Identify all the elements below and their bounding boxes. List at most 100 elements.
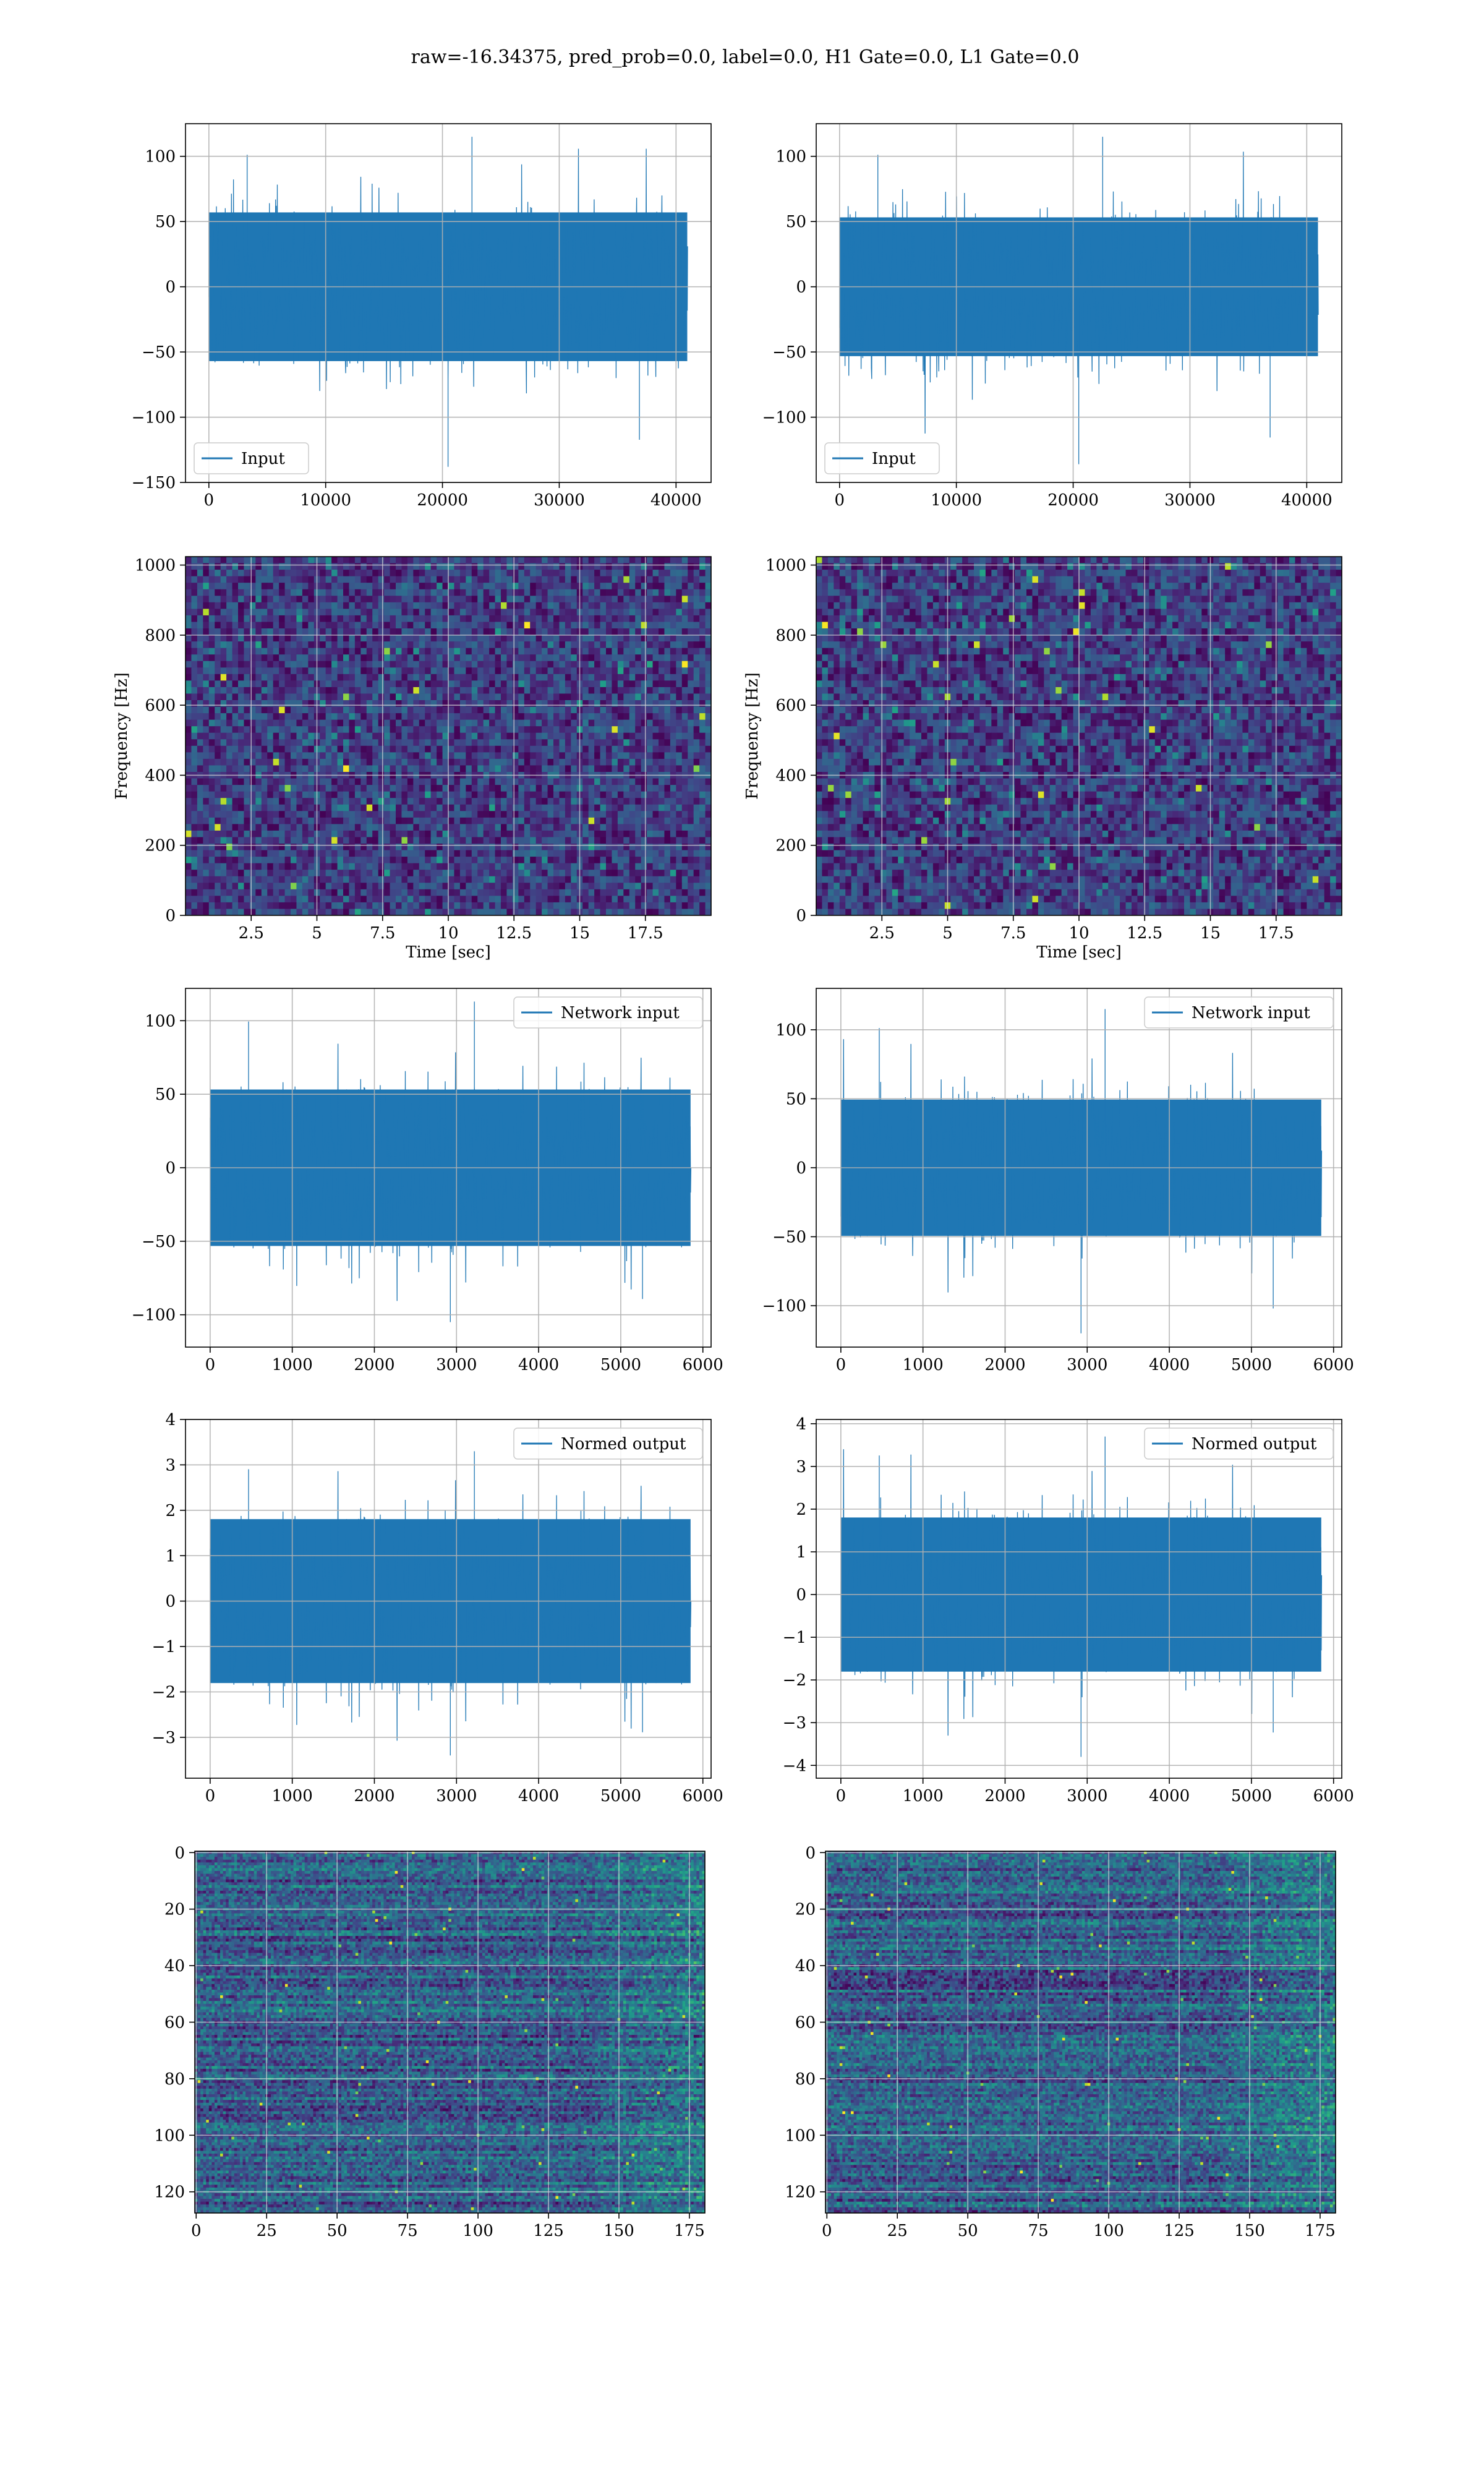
legend: Normed output xyxy=(513,1427,703,1460)
x-tick-label: 30000 xyxy=(534,491,585,510)
x-tick-label: 0 xyxy=(836,1356,846,1374)
y-tick-label: −3 xyxy=(152,1729,176,1747)
x-tick-label: 1000 xyxy=(272,1356,313,1374)
heatmap-cells xyxy=(816,557,1342,915)
y-tick-label: −4 xyxy=(783,1757,806,1775)
y-tick-label: 60 xyxy=(795,2014,816,2032)
y-tick-label: 4 xyxy=(165,1411,176,1429)
x-tick-label: 2000 xyxy=(354,1356,394,1374)
y-tick-label: 0 xyxy=(796,278,806,297)
plot-area xyxy=(195,1851,705,2213)
legend-box xyxy=(824,442,940,474)
legend-box xyxy=(513,1427,703,1460)
x-tick-label: 3000 xyxy=(436,1787,477,1805)
plot-area xyxy=(210,1451,692,1756)
x-tick-label: 7.5 xyxy=(1000,924,1026,943)
x-tick-label: 10 xyxy=(1068,924,1089,943)
axes-frame xyxy=(185,123,712,483)
x-tick-label: 15 xyxy=(1200,924,1221,943)
x-tick-label: 5000 xyxy=(1231,1356,1272,1374)
x-tick-label: 0 xyxy=(205,1787,216,1805)
plot-area xyxy=(816,557,1342,915)
chart-r2c2: 2.5 5 7.5 10 12.5 15 17.5 0 200 400 600 800 1000 Time… xyxy=(743,556,1342,962)
x-tick-label: 0 xyxy=(822,2222,832,2240)
x-tick-label: 5000 xyxy=(600,1356,641,1374)
x-tick-label: 10 xyxy=(438,924,458,943)
y-tick-label: 1000 xyxy=(135,557,176,575)
y-tick-label: 400 xyxy=(775,766,806,785)
x-tick-label: 40000 xyxy=(650,491,702,510)
x-tick-label: 50 xyxy=(958,2222,978,2240)
y-tick-label: −2 xyxy=(783,1671,806,1690)
x-tick-label: 2000 xyxy=(984,1787,1025,1805)
x-tick-label: 2.5 xyxy=(869,924,895,943)
y-tick-label: 200 xyxy=(145,837,176,855)
x-tick-label: 7.5 xyxy=(370,924,395,943)
y-tick-label: 100 xyxy=(154,2126,185,2145)
axes-frame xyxy=(816,123,1342,483)
x-axis-label: Time [sec] xyxy=(406,943,491,962)
y-tick-label: −2 xyxy=(152,1684,176,1702)
y-tick-label: 0 xyxy=(165,907,176,925)
axes-frame xyxy=(185,1419,712,1779)
x-tick-label: 2000 xyxy=(354,1787,394,1805)
y-tick-label: 100 xyxy=(785,2126,816,2145)
y-tick-label: 50 xyxy=(786,1090,806,1108)
legend-label: Normed output xyxy=(1192,1435,1317,1453)
x-tick-label: 100 xyxy=(463,2222,493,2240)
y-tick-label: 3 xyxy=(796,1458,806,1476)
y-tick-label: 100 xyxy=(145,1012,176,1030)
y-tick-label: 0 xyxy=(796,1586,806,1604)
y-tick-label: 600 xyxy=(775,696,806,715)
x-tick-label: 20000 xyxy=(417,491,468,510)
y-tick-label: −100 xyxy=(762,1297,806,1316)
y-tick-label: 100 xyxy=(145,148,176,166)
y-tick-label: 1 xyxy=(796,1543,806,1562)
x-tick-label: 5 xyxy=(942,924,953,943)
x-tick-label: 3000 xyxy=(1067,1787,1107,1805)
plot-area xyxy=(186,557,711,915)
x-tick-label: 17.5 xyxy=(628,924,663,943)
plot-area xyxy=(840,1436,1323,1757)
y-tick-label: 400 xyxy=(145,766,176,785)
legend: Normed output xyxy=(1144,1427,1334,1460)
x-tick-label: 6000 xyxy=(1313,1787,1354,1805)
y-tick-label: −1 xyxy=(152,1638,176,1656)
y-tick-label: 800 xyxy=(145,627,176,645)
x-tick-label: 6000 xyxy=(683,1787,723,1805)
y-tick-label: 1000 xyxy=(765,557,806,575)
y-tick-label: 600 xyxy=(145,696,176,715)
x-tick-label: 12.5 xyxy=(1127,924,1162,943)
x-tick-label: 0 xyxy=(204,491,215,510)
legend-label: Network input xyxy=(561,1004,680,1022)
signal-series-line xyxy=(210,1001,692,1322)
x-tick-label: 175 xyxy=(1305,2222,1336,2240)
legend: Input xyxy=(194,442,309,474)
y-tick-label: 0 xyxy=(174,1844,185,1862)
legend-label: Input xyxy=(872,450,916,468)
y-tick-label: 0 xyxy=(165,1159,176,1178)
x-tick-label: 5 xyxy=(312,924,322,943)
axes-frame xyxy=(194,1851,706,2214)
y-tick-label: 20 xyxy=(795,1901,816,1919)
y-tick-label: −100 xyxy=(132,409,176,427)
x-tick-label: 4000 xyxy=(518,1787,559,1805)
y-tick-label: 1 xyxy=(165,1547,176,1565)
x-tick-label: 175 xyxy=(674,2222,705,2240)
x-tick-label: 75 xyxy=(1028,2222,1049,2240)
y-tick-label: 0 xyxy=(805,1844,816,1862)
y-tick-label: 0 xyxy=(796,907,806,925)
legend-label: Normed output xyxy=(561,1435,686,1453)
x-tick-label: 12.5 xyxy=(496,924,532,943)
y-tick-label: −3 xyxy=(783,1714,806,1732)
x-tick-label: 17.5 xyxy=(1258,924,1294,943)
x-tick-label: 3000 xyxy=(1067,1356,1107,1374)
x-tick-label: 50 xyxy=(327,2222,348,2240)
plot-area xyxy=(839,137,1319,464)
x-tick-label: 5000 xyxy=(1231,1787,1272,1805)
x-tick-label: 4000 xyxy=(1149,1787,1190,1805)
y-tick-label: 100 xyxy=(775,148,806,166)
x-tick-label: 25 xyxy=(887,2222,908,2240)
y-tick-label: 0 xyxy=(165,1593,176,1611)
chart-r5c1: 0 25 50 75 100 125 150 175 0 20 40 60 80 100 120 xyxy=(154,1844,706,2240)
